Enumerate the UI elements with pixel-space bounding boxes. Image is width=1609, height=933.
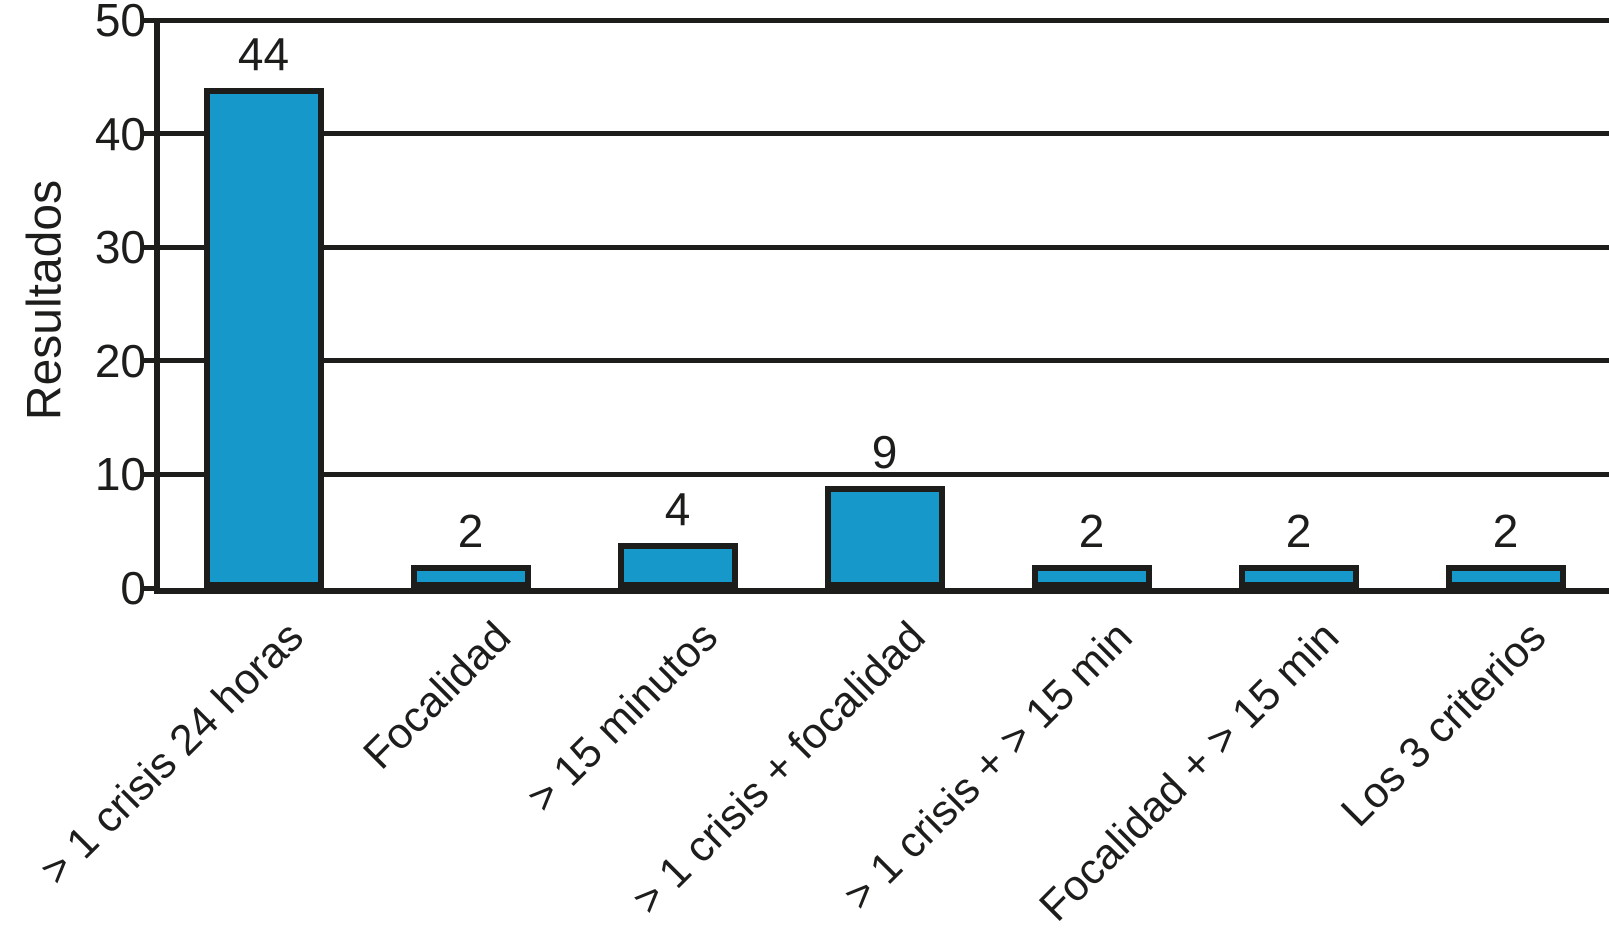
y-axis-line: [154, 20, 160, 594]
y-tick-mark-10: [144, 471, 160, 477]
bar-value-label-2: 4: [664, 482, 691, 535]
bar-value-label-1: 2: [457, 505, 484, 558]
y-tick-mark-30: [144, 244, 160, 250]
bar-value-label-5: 2: [1285, 505, 1312, 558]
bar-value-label-4: 2: [1078, 505, 1105, 558]
bar-4: [1031, 565, 1152, 588]
plot-area: 44 2 4 9 2 2 2: [144, 17, 1609, 594]
y-tick-label-50: 50: [94, 0, 146, 46]
y-tick-label-30: 30: [94, 221, 146, 274]
gridline-y-10: [160, 471, 1609, 477]
gridline-y-30: [160, 244, 1609, 250]
y-tick-mark-40: [144, 131, 160, 137]
x-tick-label-1: Focalidad: [354, 612, 521, 779]
bar-value-label-0: 44: [237, 28, 290, 81]
y-tick-label-10: 10: [94, 448, 146, 501]
x-tick-label-0: > 1 crisis 24 horas: [31, 612, 314, 895]
y-tick-label-40: 40: [94, 107, 146, 160]
bar-5: [1238, 565, 1359, 588]
y-tick-label-0: 0: [120, 562, 146, 614]
y-tick-mark-50: [144, 17, 160, 23]
x-tick-label-6: Los 3 criterios: [1331, 612, 1556, 836]
bar-2: [617, 542, 738, 588]
bar-6: [1445, 565, 1566, 588]
x-tick-label-2: > 15 minutos: [518, 612, 728, 822]
x-axis-line: [154, 588, 1609, 594]
bar-1: [410, 565, 531, 588]
bar-value-label-3: 9: [871, 425, 898, 478]
bar-3: [824, 485, 945, 588]
bar-value-label-6: 2: [1492, 505, 1519, 558]
y-tick-mark-20: [144, 358, 160, 364]
bar-0: [203, 88, 324, 588]
gridline-y-40: [160, 131, 1609, 137]
gridline-y-50: [160, 17, 1609, 23]
y-tick-mark-0: [144, 585, 160, 591]
y-tick-label-20: 20: [94, 334, 146, 387]
gridline-y-20: [160, 358, 1609, 364]
